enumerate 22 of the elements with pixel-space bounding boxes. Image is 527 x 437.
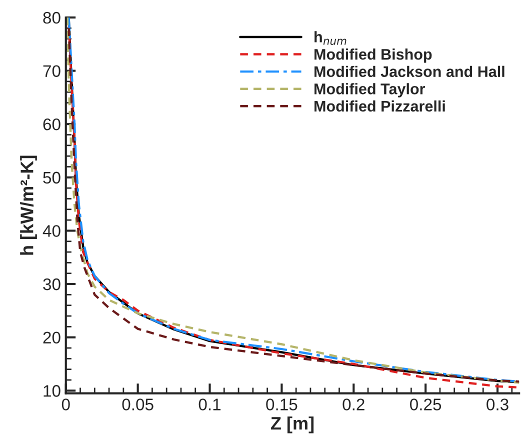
x-tick-label: 0.25 bbox=[410, 398, 442, 410]
x-tick-label: 0.05 bbox=[122, 398, 154, 410]
legend-label: Modified Pizzarelli bbox=[314, 100, 445, 112]
y-tick-label: 60 bbox=[43, 118, 60, 130]
y-tick-label: 20 bbox=[43, 332, 60, 344]
x-axis-title: Z [m] bbox=[270, 416, 314, 434]
x-tick-label: 0 bbox=[62, 398, 70, 410]
y-tick-label: 40 bbox=[42, 225, 60, 237]
x-tick-label: 0.15 bbox=[266, 398, 298, 410]
legend-label: Modified Bishop bbox=[314, 48, 432, 63]
y-tick-label: 30 bbox=[43, 278, 60, 290]
y-tick-label: 50 bbox=[43, 172, 60, 184]
legend-label: Modified Jackson and Hall bbox=[314, 66, 504, 78]
x-tick-label: 0.3 bbox=[486, 398, 508, 410]
y-tick-label: 80 bbox=[43, 12, 60, 24]
y-tick-label: 10 bbox=[44, 385, 60, 397]
x-tick-label: 0.1 bbox=[198, 398, 221, 410]
legend-label: h$_{num}$ bbox=[314, 31, 346, 45]
x-tick-label: 0.2 bbox=[342, 398, 364, 410]
y-axis-title: h [kW/m²-K] bbox=[20, 156, 37, 255]
y-tick-label: 70 bbox=[43, 65, 60, 77]
legend-label: Modified Taylor bbox=[314, 83, 426, 98]
